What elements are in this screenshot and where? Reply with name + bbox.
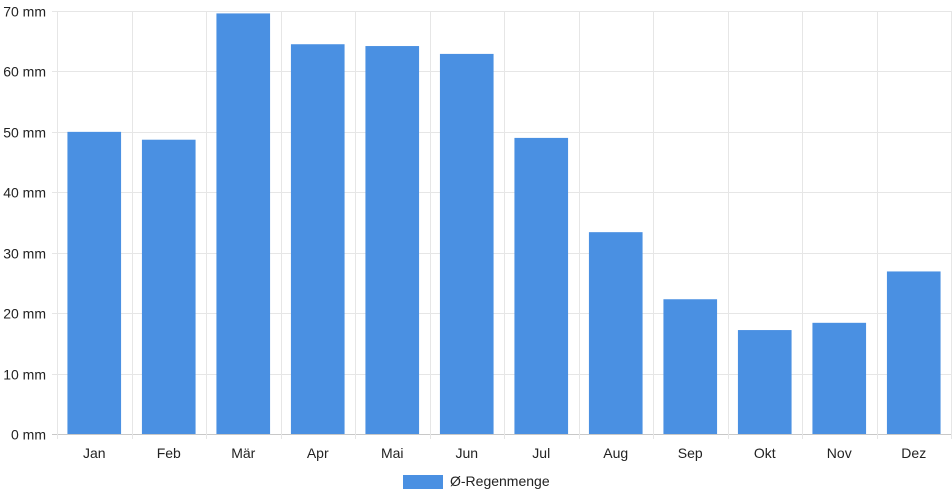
x-tick-label: Feb <box>157 445 181 461</box>
x-tick-label: Mär <box>231 445 255 461</box>
bar-sep[interactable] <box>663 299 718 434</box>
y-tick-label: 50 mm <box>3 125 46 141</box>
y-tick-label: 0 mm <box>11 427 46 443</box>
legend[interactable]: Ø-Regenmenge <box>403 473 550 489</box>
y-tick-label: 40 mm <box>3 185 46 201</box>
bar-okt[interactable] <box>737 330 792 434</box>
x-tick-label: Okt <box>754 445 776 461</box>
y-tick-label: 30 mm <box>3 246 46 262</box>
x-tick-label: Sep <box>678 445 703 461</box>
y-axis-ticks: 0 mm 10 mm 20 mm 30 mm 40 mm 50 mm 60 mm 70 mm <box>3 4 46 443</box>
x-tick-label: Jul <box>532 445 550 461</box>
bar-feb[interactable] <box>141 139 196 434</box>
bar-jun[interactable] <box>439 53 494 434</box>
bar-mai[interactable] <box>365 46 420 434</box>
x-tick-label: Dez <box>901 445 926 461</box>
legend-swatch <box>403 475 443 489</box>
bar-aug[interactable] <box>588 232 643 434</box>
x-axis-ticks: Jan Feb Mär Apr Mai Jun Jul Aug Sep Okt Nov Dez <box>83 445 926 461</box>
y-tick-label: 60 mm <box>3 64 46 80</box>
x-tick-label: Apr <box>307 445 329 461</box>
grid <box>52 11 952 439</box>
bar-jan[interactable] <box>67 131 122 434</box>
x-tick-label: Mai <box>381 445 404 461</box>
bar-dez[interactable] <box>886 271 941 434</box>
x-tick-label: Aug <box>603 445 628 461</box>
bar-mär[interactable] <box>216 13 271 434</box>
y-tick-label: 10 mm <box>3 367 46 383</box>
bar-apr[interactable] <box>290 44 345 434</box>
y-tick-label: 20 mm <box>3 306 46 322</box>
bar-nov[interactable] <box>812 322 867 434</box>
y-tick-label: 70 mm <box>3 4 46 20</box>
legend-label: Ø-Regenmenge <box>450 473 550 489</box>
x-tick-label: Jan <box>83 445 106 461</box>
bars <box>67 13 941 434</box>
bar-jul[interactable] <box>514 137 569 434</box>
x-tick-label: Nov <box>827 445 852 461</box>
x-tick-label: Jun <box>455 445 478 461</box>
